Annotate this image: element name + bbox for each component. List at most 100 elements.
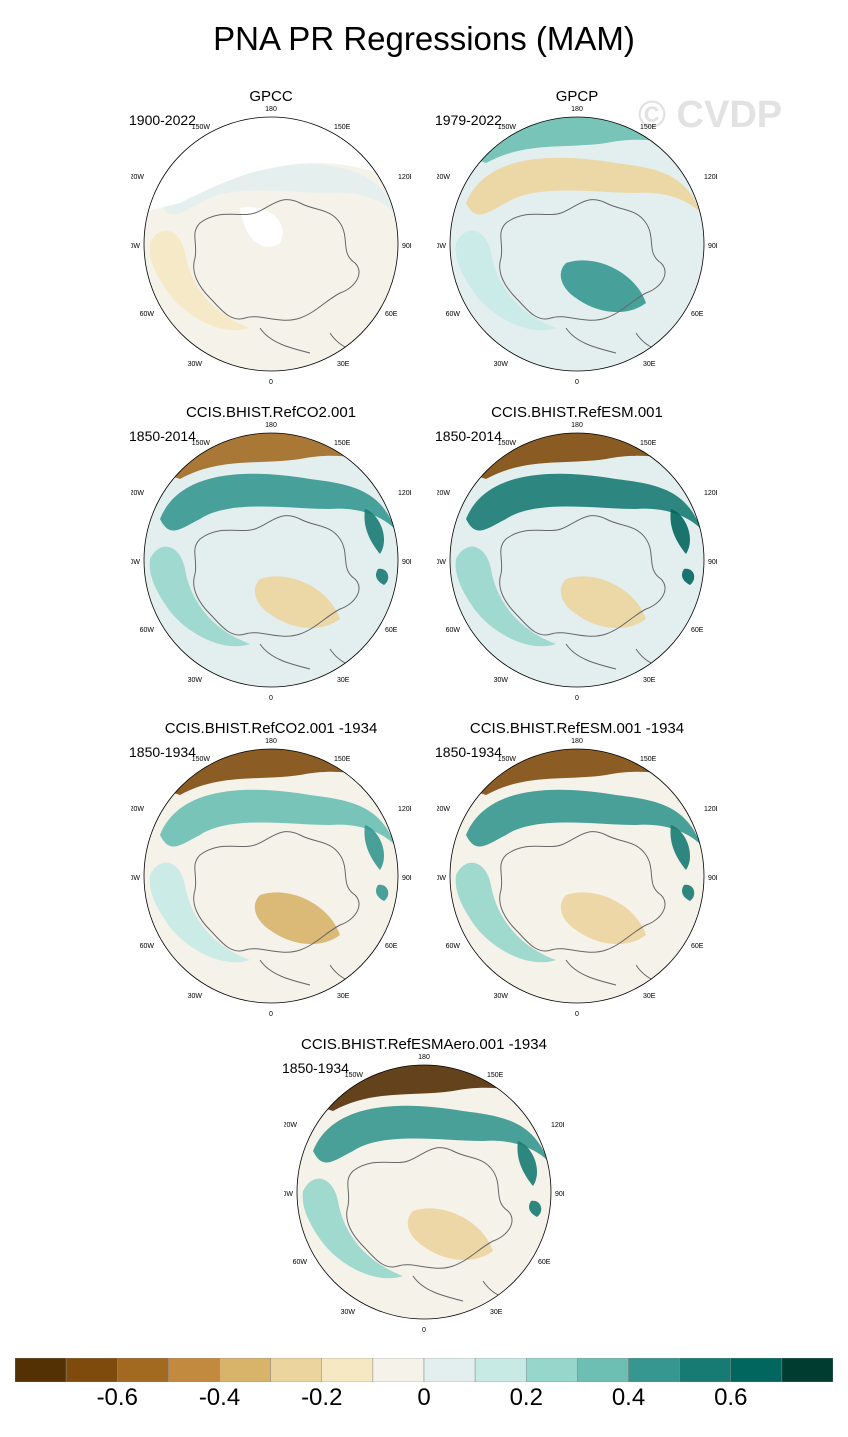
colorbar-labels: -0.6 -0.4 -0.2 0 0.2 0.4 0.6: [0, 1384, 848, 1414]
colorbar-swatch: [117, 1358, 169, 1382]
panel-years: 1979-2022: [435, 112, 502, 128]
longitude-label: 60E: [538, 1259, 551, 1266]
longitude-label: 90W: [437, 875, 446, 882]
longitude-label: 120E: [398, 806, 411, 813]
colorbar: [15, 1358, 833, 1382]
regression-contour: [560, 576, 646, 629]
longitude-label: 180: [265, 106, 277, 113]
longitude-label: 150W: [192, 124, 211, 131]
longitude-label: 150E: [334, 124, 351, 131]
regression-contour: [160, 789, 395, 847]
longitude-label: 90W: [437, 559, 446, 566]
map-border: [449, 116, 705, 372]
longitude-label: 90W: [284, 1191, 293, 1198]
longitude-label: 60W: [446, 627, 461, 634]
longitude-label: 60E: [385, 627, 398, 634]
colorbar-tick-label: -0.4: [198, 1384, 241, 1411]
panel-title: CCIS.BHIST.RefESM.001: [491, 404, 663, 421]
longitude-label: 0: [422, 1327, 426, 1334]
panel-years: 1850-2014: [435, 428, 502, 444]
longitude-label: 30E: [643, 677, 656, 684]
longitude-label: 90W: [437, 243, 446, 250]
longitude-label: 30E: [643, 361, 656, 368]
regression-contour: [455, 546, 556, 647]
map-border: [143, 748, 399, 1004]
longitude-label: 60E: [691, 627, 704, 634]
colorbar-swatch: [730, 1358, 783, 1382]
panel-title: CCIS.BHIST.RefESM.001 -1934: [469, 720, 685, 737]
colorbar-tick-label: 0.6: [714, 1384, 748, 1411]
colorbar-swatch: [679, 1358, 732, 1382]
longitude-label: 90E: [402, 243, 411, 250]
colorbar-swatch: [65, 1358, 118, 1382]
longitude-label: 90E: [402, 875, 411, 882]
longitude-label: 150W: [345, 1072, 364, 1079]
cvdp-watermark: © CVDP: [638, 94, 783, 136]
longitude-label: 150E: [640, 124, 657, 131]
longitude-label: 90E: [708, 875, 717, 882]
colorbar-swatch: [168, 1358, 220, 1382]
regression-contour: [455, 862, 556, 963]
colorbar-swatch: [423, 1358, 476, 1382]
longitude-label: 30E: [490, 1309, 503, 1316]
colorbar-swatch: [474, 1358, 527, 1382]
map-border: [449, 432, 705, 688]
longitude-label: 60E: [691, 943, 704, 950]
longitude-label: 150E: [640, 440, 657, 447]
panel-years: 1850-2014: [129, 428, 196, 444]
regression-contour: [466, 789, 701, 847]
colorbar-swatch: [321, 1358, 374, 1382]
longitude-label: 30E: [643, 993, 656, 1000]
regression-contour: [149, 862, 250, 963]
longitude-label: 90E: [708, 559, 717, 566]
map-border: [449, 748, 705, 1004]
figure-title: PNA PR Regressions (MAM): [213, 20, 635, 57]
colorbar-swatch: [372, 1358, 425, 1382]
colorbar-swatch: [219, 1358, 271, 1382]
longitude-label: 150W: [192, 440, 211, 447]
longitude-label: 180: [571, 422, 583, 429]
longitude-label: 150W: [498, 440, 517, 447]
regression-contour: [466, 157, 701, 215]
longitude-label: 60W: [140, 627, 155, 634]
longitude-label: 60E: [385, 311, 398, 318]
longitude-label: 30E: [337, 993, 350, 1000]
longitude-label: 0: [269, 1011, 273, 1018]
longitude-label: 0: [575, 379, 579, 386]
longitude-label: 30W: [494, 677, 509, 684]
longitude-label: 60W: [446, 943, 461, 950]
longitude-label: 120W: [284, 1122, 297, 1129]
longitude-label: 0: [269, 695, 273, 702]
longitude-label: 30W: [188, 361, 203, 368]
regression-contour: [670, 825, 695, 901]
longitude-label: 60W: [446, 311, 461, 318]
colorbar-tick-label: -0.6: [96, 1384, 138, 1411]
longitude-label: 30W: [494, 993, 509, 1000]
colorbar-swatch: [526, 1358, 578, 1382]
colorbar-swatch: [628, 1358, 680, 1382]
colorbar-tick-label: 0.4: [611, 1384, 646, 1411]
polar-map: 180 150E 120E 90E 60E 30E 0 30W 60W 90W 120W 150W: [284, 1054, 564, 1334]
colorbar-tick-label: 0: [417, 1384, 431, 1411]
longitude-label: 90W: [131, 875, 140, 882]
regression-contour: [560, 260, 646, 313]
panel-years: 1900-2022: [129, 112, 196, 128]
regression-contour: [254, 576, 340, 629]
longitude-label: 0: [269, 379, 273, 386]
panel-years: 1850-1934: [282, 1060, 349, 1076]
colorbar-tick-label: 0.2: [509, 1384, 543, 1411]
longitude-label: 120E: [704, 490, 717, 497]
longitude-label: 120W: [437, 806, 450, 813]
missing-data-mask: [144, 117, 398, 247]
longitude-label: 0: [575, 1011, 579, 1018]
polar-map: 180 150E 120E 90E 60E 30E 0 30W 60W 90W 120W 150W: [131, 106, 411, 386]
colorbar-tick-label: -0.2: [301, 1384, 343, 1411]
longitude-label: 120W: [131, 174, 144, 181]
longitude-label: 120W: [131, 490, 144, 497]
panel-title: GPCC: [249, 88, 293, 105]
colorbar-swatch: [577, 1358, 629, 1382]
longitude-label: 120E: [704, 174, 717, 181]
